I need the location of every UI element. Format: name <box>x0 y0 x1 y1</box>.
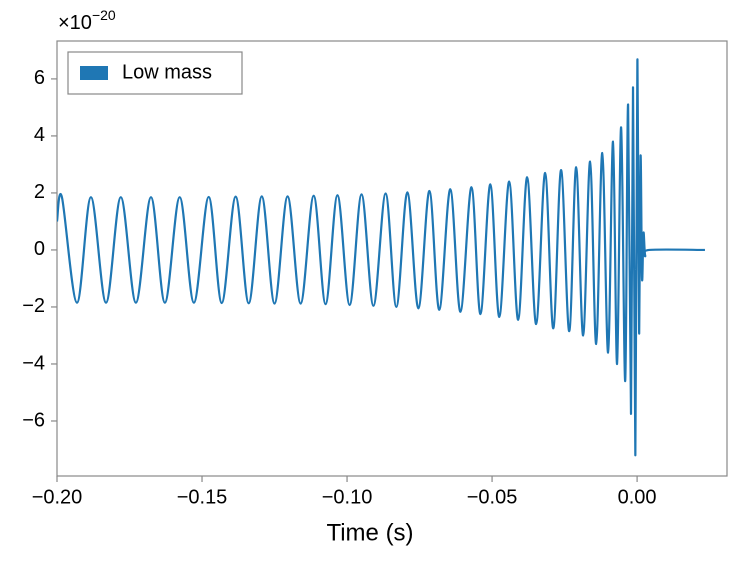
offset-exponent: −20 <box>92 7 116 23</box>
x-tick-label: −0.05 <box>467 486 518 508</box>
legend-swatch <box>80 66 108 80</box>
offset-base: ×10 <box>58 12 92 34</box>
y-tick-label: −2 <box>22 295 45 317</box>
legend-label: Low mass <box>122 61 212 83</box>
x-tick-label: −0.10 <box>322 486 373 508</box>
x-tick-label: −0.20 <box>32 486 83 508</box>
y-tick-label: 6 <box>34 67 45 89</box>
x-tick-label: −0.15 <box>177 486 228 508</box>
offset-text: ×10−20 <box>58 7 116 35</box>
plot-frame <box>56 40 728 477</box>
y-tick-label: −6 <box>22 409 45 431</box>
y-tick-label: 0 <box>34 238 45 260</box>
y-tick-label: 4 <box>34 124 45 146</box>
series-line <box>57 58 705 457</box>
x-axis-label: Time (s) <box>326 519 413 546</box>
y-tick-label: 2 <box>34 181 45 203</box>
y-tick-label: −4 <box>22 352 45 374</box>
x-tick-label: 0.00 <box>618 486 657 508</box>
